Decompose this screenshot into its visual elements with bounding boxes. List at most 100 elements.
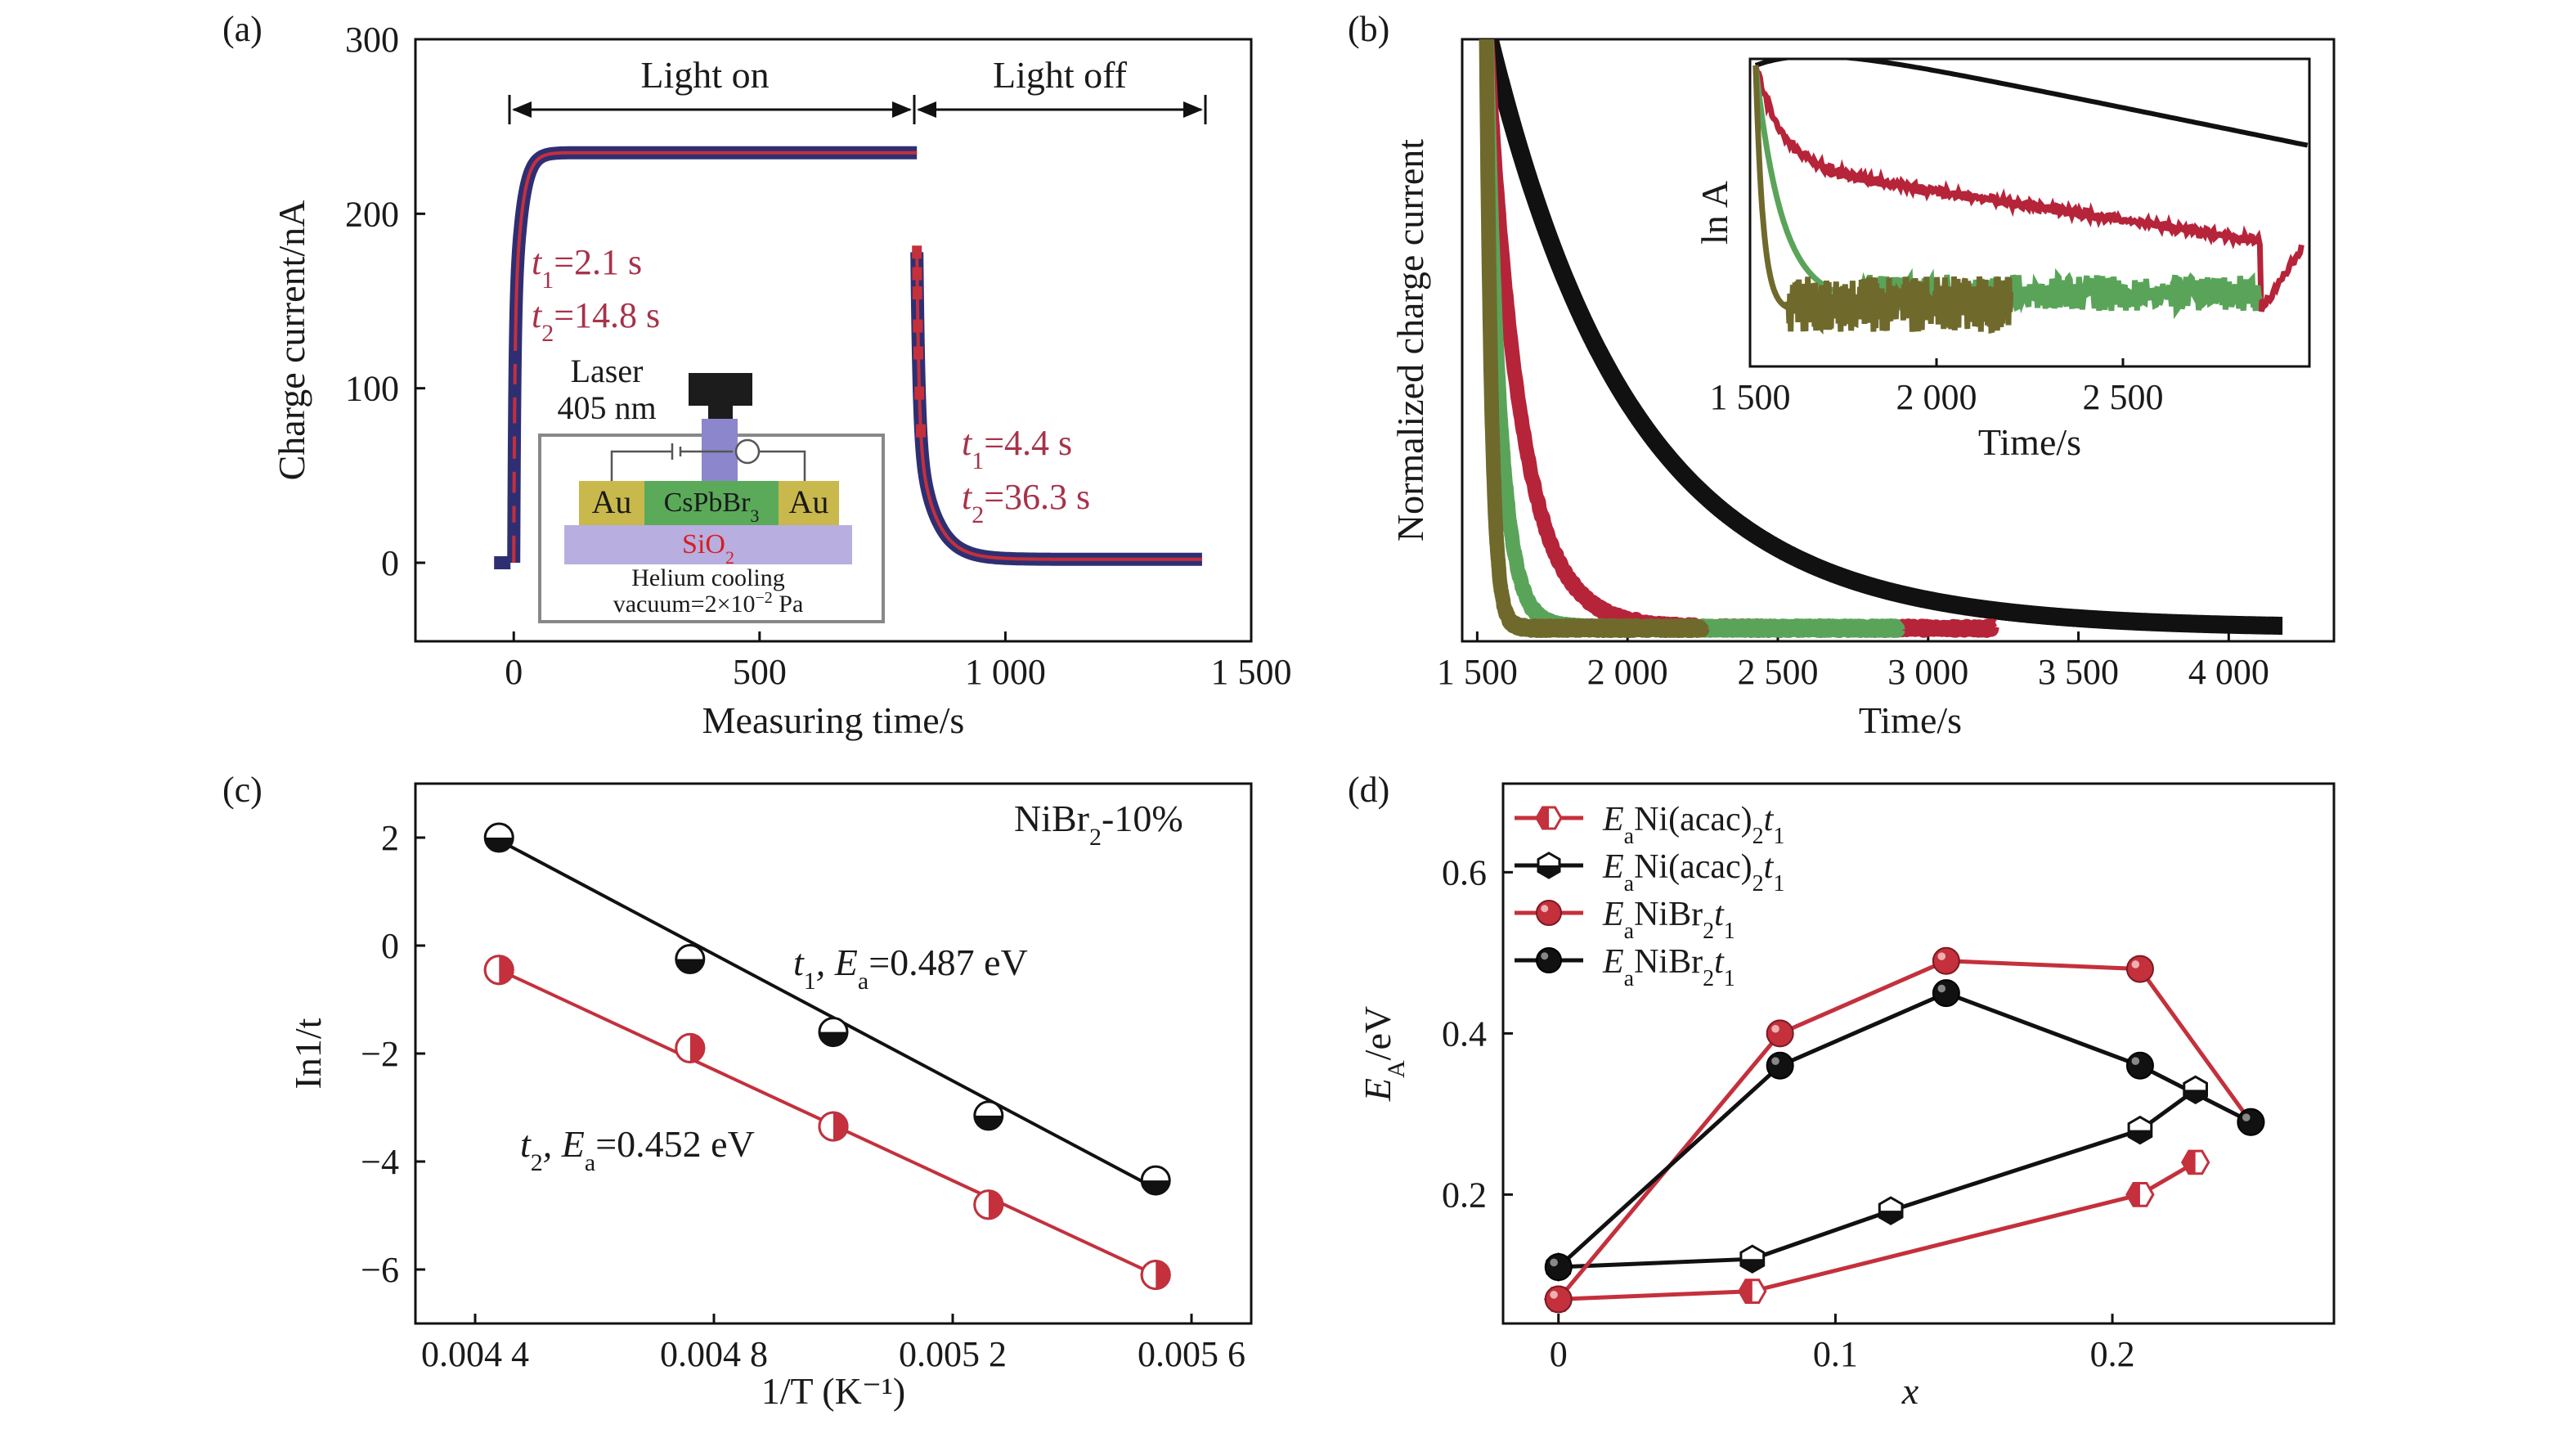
- legend-label-part: t: [1714, 943, 1725, 981]
- legend-label-part: E: [1602, 848, 1624, 886]
- fit-line-t1: [498, 838, 1157, 1190]
- legend-label-part: a: [1624, 919, 1635, 944]
- decay-data-point: [914, 386, 925, 400]
- legend-label-part: t: [1764, 801, 1775, 838]
- circuit-wire: [610, 438, 806, 481]
- panel-d-ylabel: EA/eV: [1357, 1006, 1410, 1102]
- y-tick-label: 2: [381, 818, 399, 858]
- panel-a-frame: [414, 38, 1253, 643]
- panel-b-inset-traces: [1752, 59, 2309, 335]
- y-tick-label: −4: [361, 1142, 399, 1182]
- data-point-ring-t2: [675, 1032, 706, 1063]
- data-point-fill-t1: [675, 959, 704, 973]
- decay-data-point: [912, 286, 922, 300]
- legend-label-part: Ni(acac): [1634, 848, 1752, 886]
- panel-b: (b) 1 500 2 000 2 500 3 000 3 500 4 000 1 500…: [1348, 9, 2336, 741]
- legend-label-part: 1: [1773, 824, 1784, 849]
- panel-a-ylabel: Charge current/nA: [271, 200, 312, 481]
- legend-label: EaNiBr2t1: [1602, 896, 1735, 944]
- panel-b-frame: [1461, 38, 2336, 643]
- marker-full-black: [1536, 947, 1562, 973]
- legend-label-part: NiBr: [1634, 896, 1703, 933]
- panel-c-t2-fit-label: t2, Ea=0.452 eV: [520, 1123, 755, 1176]
- panel-d-label: (d): [1348, 770, 1389, 810]
- device-schematic-inset: Laser 405 nm Au Au CsPbBr3 SiO2 Helium c…: [538, 353, 885, 623]
- data-point-ring-t2: [483, 955, 514, 986]
- legend-label-part: 2: [1752, 824, 1764, 849]
- x-tick-label: 3 000: [1887, 652, 1968, 692]
- panel-a: (a) 0 500 1 000 1 500 0 100 200 300 Light on Li…: [222, 9, 1292, 741]
- data-point-blank-t2: [485, 955, 500, 984]
- panel-d-xlabel: x: [1901, 1370, 1919, 1412]
- x-tick-label: 0.004 8: [660, 1334, 768, 1374]
- legend-label: EaNi(acac)2t1: [1602, 848, 1784, 896]
- x-tick-label: 2 000: [1587, 652, 1668, 692]
- y-tick-label: 300: [345, 20, 399, 60]
- data-point-blank-t2: [974, 1190, 989, 1219]
- inset-trace-black: [1754, 59, 2309, 148]
- data-point-fill-t1: [1142, 1180, 1170, 1195]
- decay-data-point: [913, 319, 923, 333]
- x-tick-label: 0.1: [1813, 1334, 1858, 1374]
- perovskite-layer: [644, 481, 779, 525]
- x-tick-label: 500: [733, 652, 787, 692]
- rise-fit-line: [512, 151, 918, 564]
- decay-t1-annotation: t1=4.4 s: [962, 423, 1072, 474]
- marker-full-black: [2237, 1108, 2265, 1136]
- marker-highlight: [1771, 1057, 1779, 1065]
- legend-label-part: a: [1624, 824, 1635, 849]
- marker-full-red: [1544, 1285, 1573, 1314]
- legend-label-part: t: [1714, 896, 1725, 933]
- marker-full-black: [1544, 1253, 1573, 1282]
- panel-c-xlabel: 1/T (K⁻¹): [761, 1370, 905, 1412]
- legend-label-part: t: [1764, 848, 1775, 886]
- y-tick-label: 0.4: [1442, 1013, 1487, 1054]
- legend-label: EaNiBr2t1: [1602, 943, 1735, 991]
- marker-highlight: [1550, 1291, 1558, 1299]
- legend-label-part: E: [1602, 801, 1624, 838]
- legend-label-part: Ni(acac): [1634, 801, 1752, 838]
- y-tick-label: 0.6: [1442, 852, 1487, 892]
- x-tick-label: 0.005 2: [899, 1334, 1007, 1374]
- panel-a-label: (a): [222, 9, 263, 49]
- inset-trace-crimson: [1752, 65, 2304, 312]
- panel-c: (c) 0.004 4 0.004 8 0.005 2 0.005 6 2 0 −2 −4 −6…: [222, 770, 1253, 1412]
- light-off-label: Light off: [993, 54, 1128, 96]
- marker-highlight: [2131, 1057, 2140, 1065]
- legend-label-part: a: [1624, 871, 1635, 896]
- marker-hex-fill: [1537, 865, 1560, 878]
- data-point-ring-t2: [1140, 1260, 1171, 1291]
- y-tick-label: −2: [361, 1034, 399, 1074]
- x-tick-label: 0.2: [2090, 1334, 2135, 1374]
- panel-b-axes: 1 500 2 000 2 500 3 000 3 500 4 000: [1437, 631, 2269, 692]
- marker-hex-red-fill: [2182, 1151, 2196, 1174]
- marker-full-red: [1536, 900, 1562, 926]
- marker-highlight: [1541, 952, 1549, 960]
- marker-highlight: [1550, 1258, 1558, 1267]
- panel-d-frame: [1501, 782, 2336, 1325]
- legend-label: EaNi(acac)2t1: [1602, 801, 1784, 849]
- panel-b-inset-xlabel: Time/s: [1978, 421, 2081, 463]
- y-tick-label: 0: [381, 926, 399, 966]
- au-right-electrode: [779, 481, 839, 525]
- y-tick-label: 200: [345, 194, 399, 234]
- marker-full-black: [2125, 1051, 2154, 1080]
- panel-d-series: [1543, 946, 2265, 1314]
- y-tick-label: 0: [381, 543, 399, 583]
- y-tick-label: 100: [345, 369, 399, 409]
- au-right-label: Au: [789, 483, 829, 520]
- legend-label-part: NiBr: [1634, 943, 1703, 981]
- series-line-0: [1558, 1160, 2197, 1301]
- legend-label-part: a: [1624, 966, 1635, 991]
- light-on-label: Light on: [640, 54, 769, 96]
- sio2-label: SiO2: [682, 529, 734, 568]
- legend-label-part: 2: [1703, 919, 1714, 944]
- inset-x-tick-label: 2 000: [1896, 377, 1977, 417]
- legend-label-part: 2: [1752, 871, 1764, 896]
- panel-d-legend: EaNi(acac)2t1EaNi(acac)2t1EaNiBr2t1EaNiB…: [1515, 801, 1784, 991]
- data-point-blank-t2: [819, 1112, 833, 1141]
- marker-full-black: [1766, 1051, 1794, 1080]
- data-point-fill-t2: [689, 1034, 704, 1063]
- data-point-fill-t2: [833, 1112, 847, 1141]
- marker-full-red: [2125, 955, 2154, 983]
